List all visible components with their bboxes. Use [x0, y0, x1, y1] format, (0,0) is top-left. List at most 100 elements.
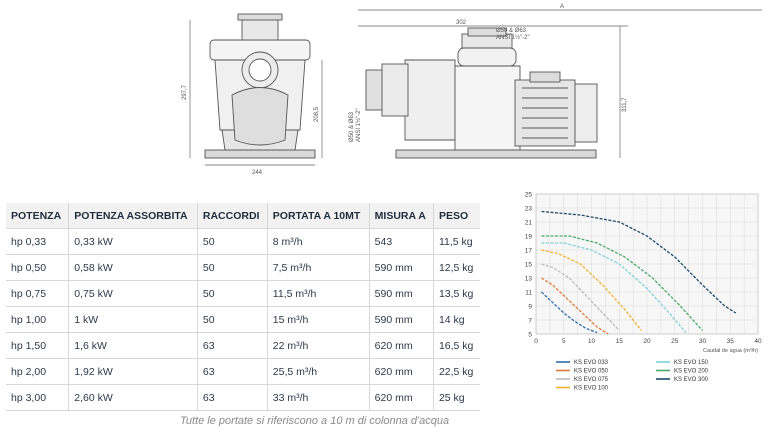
dim-port-top-ansi: ANSI 1½"-2" [496, 34, 530, 41]
dim-front-mid: 208,5 [314, 106, 320, 122]
legend-label: KS EVO 200 [674, 369, 709, 375]
cell-peso: 14 kg [433, 306, 480, 333]
front-view [189, 13, 323, 166]
y-tick-label: 23 [525, 206, 533, 213]
cell-portata: 22 m³/h [267, 332, 370, 359]
header-potenza-assorbita: POTENZA ASSORBITA [68, 203, 198, 229]
cell-assorbita: 1,92 kW [68, 358, 198, 385]
cell-raccordi: 50 [197, 280, 268, 307]
x-tick-label: 15 [616, 338, 624, 345]
cell-peso: 16,5 kg [433, 332, 480, 359]
y-tick-label: 11 [525, 290, 532, 297]
cell-raccordi: 63 [197, 384, 268, 411]
cell-potenza: hp 0,50 [6, 254, 70, 281]
dim-port-side: Ø50 & Ø63 [349, 111, 355, 142]
series-line [541, 277, 609, 335]
cell-peso: 12,5 kg [433, 254, 480, 281]
cell-peso: 11,5 kg [433, 228, 480, 255]
cell-assorbita: 1 kW [68, 306, 198, 333]
dim-side-height: 311,7 [622, 97, 628, 112]
legend-label: KS EVO 150 [674, 360, 709, 366]
legend-label: KS EVO 075 [574, 377, 609, 383]
table-row: hp 1,00 1 kW 50 15 m³/h 590 mm 14 kg [6, 306, 480, 333]
header-portata: PORTATA A 10MT [267, 203, 370, 229]
y-tick-label: 15 [525, 262, 533, 269]
cell-misura: 620 mm [369, 384, 434, 411]
cell-raccordi: 50 [197, 228, 268, 255]
x-tick-label: 10 [588, 338, 596, 345]
header-raccordi: RACCORDI [197, 203, 268, 229]
table-footnote: Tutte le portate si riferiscono a 10 m d… [180, 415, 450, 427]
cell-potenza: hp 1,00 [6, 306, 70, 333]
specs-table: POTENZA POTENZA ASSORBITA RACCORDI PORTA… [6, 203, 480, 411]
dim-port-top: Ø50 & Ø63 [496, 28, 527, 34]
cell-misura: 620 mm [369, 332, 434, 359]
table-row: hp 1,50 1,6 kW 63 22 m³/h 620 mm 16,5 kg [6, 332, 480, 359]
series-line [541, 291, 598, 334]
cell-assorbita: 0,33 kW [68, 228, 198, 255]
x-tick-label: 20 [643, 338, 651, 345]
series-line [541, 263, 620, 331]
side-view [358, 9, 762, 159]
cell-misura: 590 mm [369, 280, 434, 307]
y-tick-label: 25 [525, 192, 533, 199]
cell-assorbita: 1,6 kW [68, 332, 198, 359]
dim-front-width: 244 [252, 170, 263, 176]
cell-portata: 8 m³/h [267, 228, 370, 255]
pump-curve-chart: 5 7 9 11 13 15 17 19 21 23 25 0 5 10 15 20 25 30 35 40 Cauda… [508, 186, 784, 416]
table-row: hp 3,00 2,60 kW 63 33 m³/h 620 mm 25 kg [6, 384, 480, 411]
y-tick-label: 7 [528, 318, 532, 325]
cell-portata: 33 m³/h [267, 384, 370, 411]
table-row: hp 0,33 0,33 kW 50 8 m³/h 543 11,5 kg [6, 228, 480, 255]
legend-label: KS EVO 050 [574, 369, 609, 375]
dim-length-a: A [560, 4, 564, 10]
table-row: hp 2,00 1,92 kW 63 25,5 m³/h 620 mm 22,5… [6, 358, 480, 385]
x-tick-label: 35 [727, 338, 735, 345]
cell-raccordi: 63 [197, 358, 268, 385]
cell-potenza: hp 2,00 [6, 358, 70, 385]
cell-potenza: hp 0,33 [6, 228, 70, 255]
y-tick-label: 19 [525, 234, 533, 241]
y-tick-label: 5 [528, 332, 532, 339]
x-tick-label: 25 [671, 338, 679, 345]
cell-portata: 11,5 m³/h [267, 280, 370, 307]
cell-portata: 15 m³/h [267, 306, 370, 333]
cell-assorbita: 0,75 kW [68, 280, 198, 307]
header-potenza: POTENZA [6, 203, 70, 229]
cell-misura: 590 mm [369, 254, 434, 281]
header-misura-a: MISURA A [369, 203, 434, 229]
y-tick-label: 17 [525, 248, 533, 255]
dim-port-side-ansi: ANSI 1½"-2" [355, 108, 362, 142]
cell-portata: 25,5 m³/h [267, 358, 370, 385]
cell-portata: 7,5 m³/h [267, 254, 370, 281]
cell-raccordi: 63 [197, 332, 268, 359]
cell-raccordi: 50 [197, 254, 268, 281]
x-tick-label: 30 [699, 338, 707, 345]
series-line [541, 235, 703, 331]
legend-label: KS EVO 100 [574, 386, 609, 392]
dim-side-top: 302 [456, 20, 467, 26]
cell-raccordi: 50 [197, 306, 268, 333]
x-tick-label: 40 [754, 338, 762, 345]
header-peso: PESO [433, 203, 480, 229]
technical-drawings: 244 297,7 208,5 A 302 311,7 Ø50 & Ø63 AN… [0, 0, 784, 190]
cell-potenza: hp 3,00 [6, 384, 70, 411]
cell-misura: 590 mm [369, 306, 434, 333]
pump-drawing: 244 297,7 208,5 A 302 311,7 Ø50 & Ø63 AN… [182, 4, 762, 176]
table-row: hp 0,50 0,58 kW 50 7,5 m³/h 590 mm 12,5 … [6, 254, 480, 281]
legend-label: KS EVO 300 [674, 377, 709, 383]
y-tick-label: 21 [525, 220, 533, 227]
cell-peso: 22,5 kg [433, 358, 480, 385]
x-axis-label: Caudal de agua (m³/h) [703, 348, 758, 354]
series-line [541, 249, 642, 331]
y-tick-label: 9 [528, 304, 532, 311]
y-tick-label: 13 [525, 276, 533, 283]
cell-misura: 620 mm [369, 358, 434, 385]
cell-potenza: hp 1,50 [6, 332, 70, 359]
series-line [541, 210, 737, 314]
dim-front-height: 297,7 [182, 84, 188, 100]
x-tick-label: 5 [562, 338, 566, 345]
table-header-row: POTENZA POTENZA ASSORBITA RACCORDI PORTA… [6, 203, 480, 229]
series-line [541, 242, 687, 334]
